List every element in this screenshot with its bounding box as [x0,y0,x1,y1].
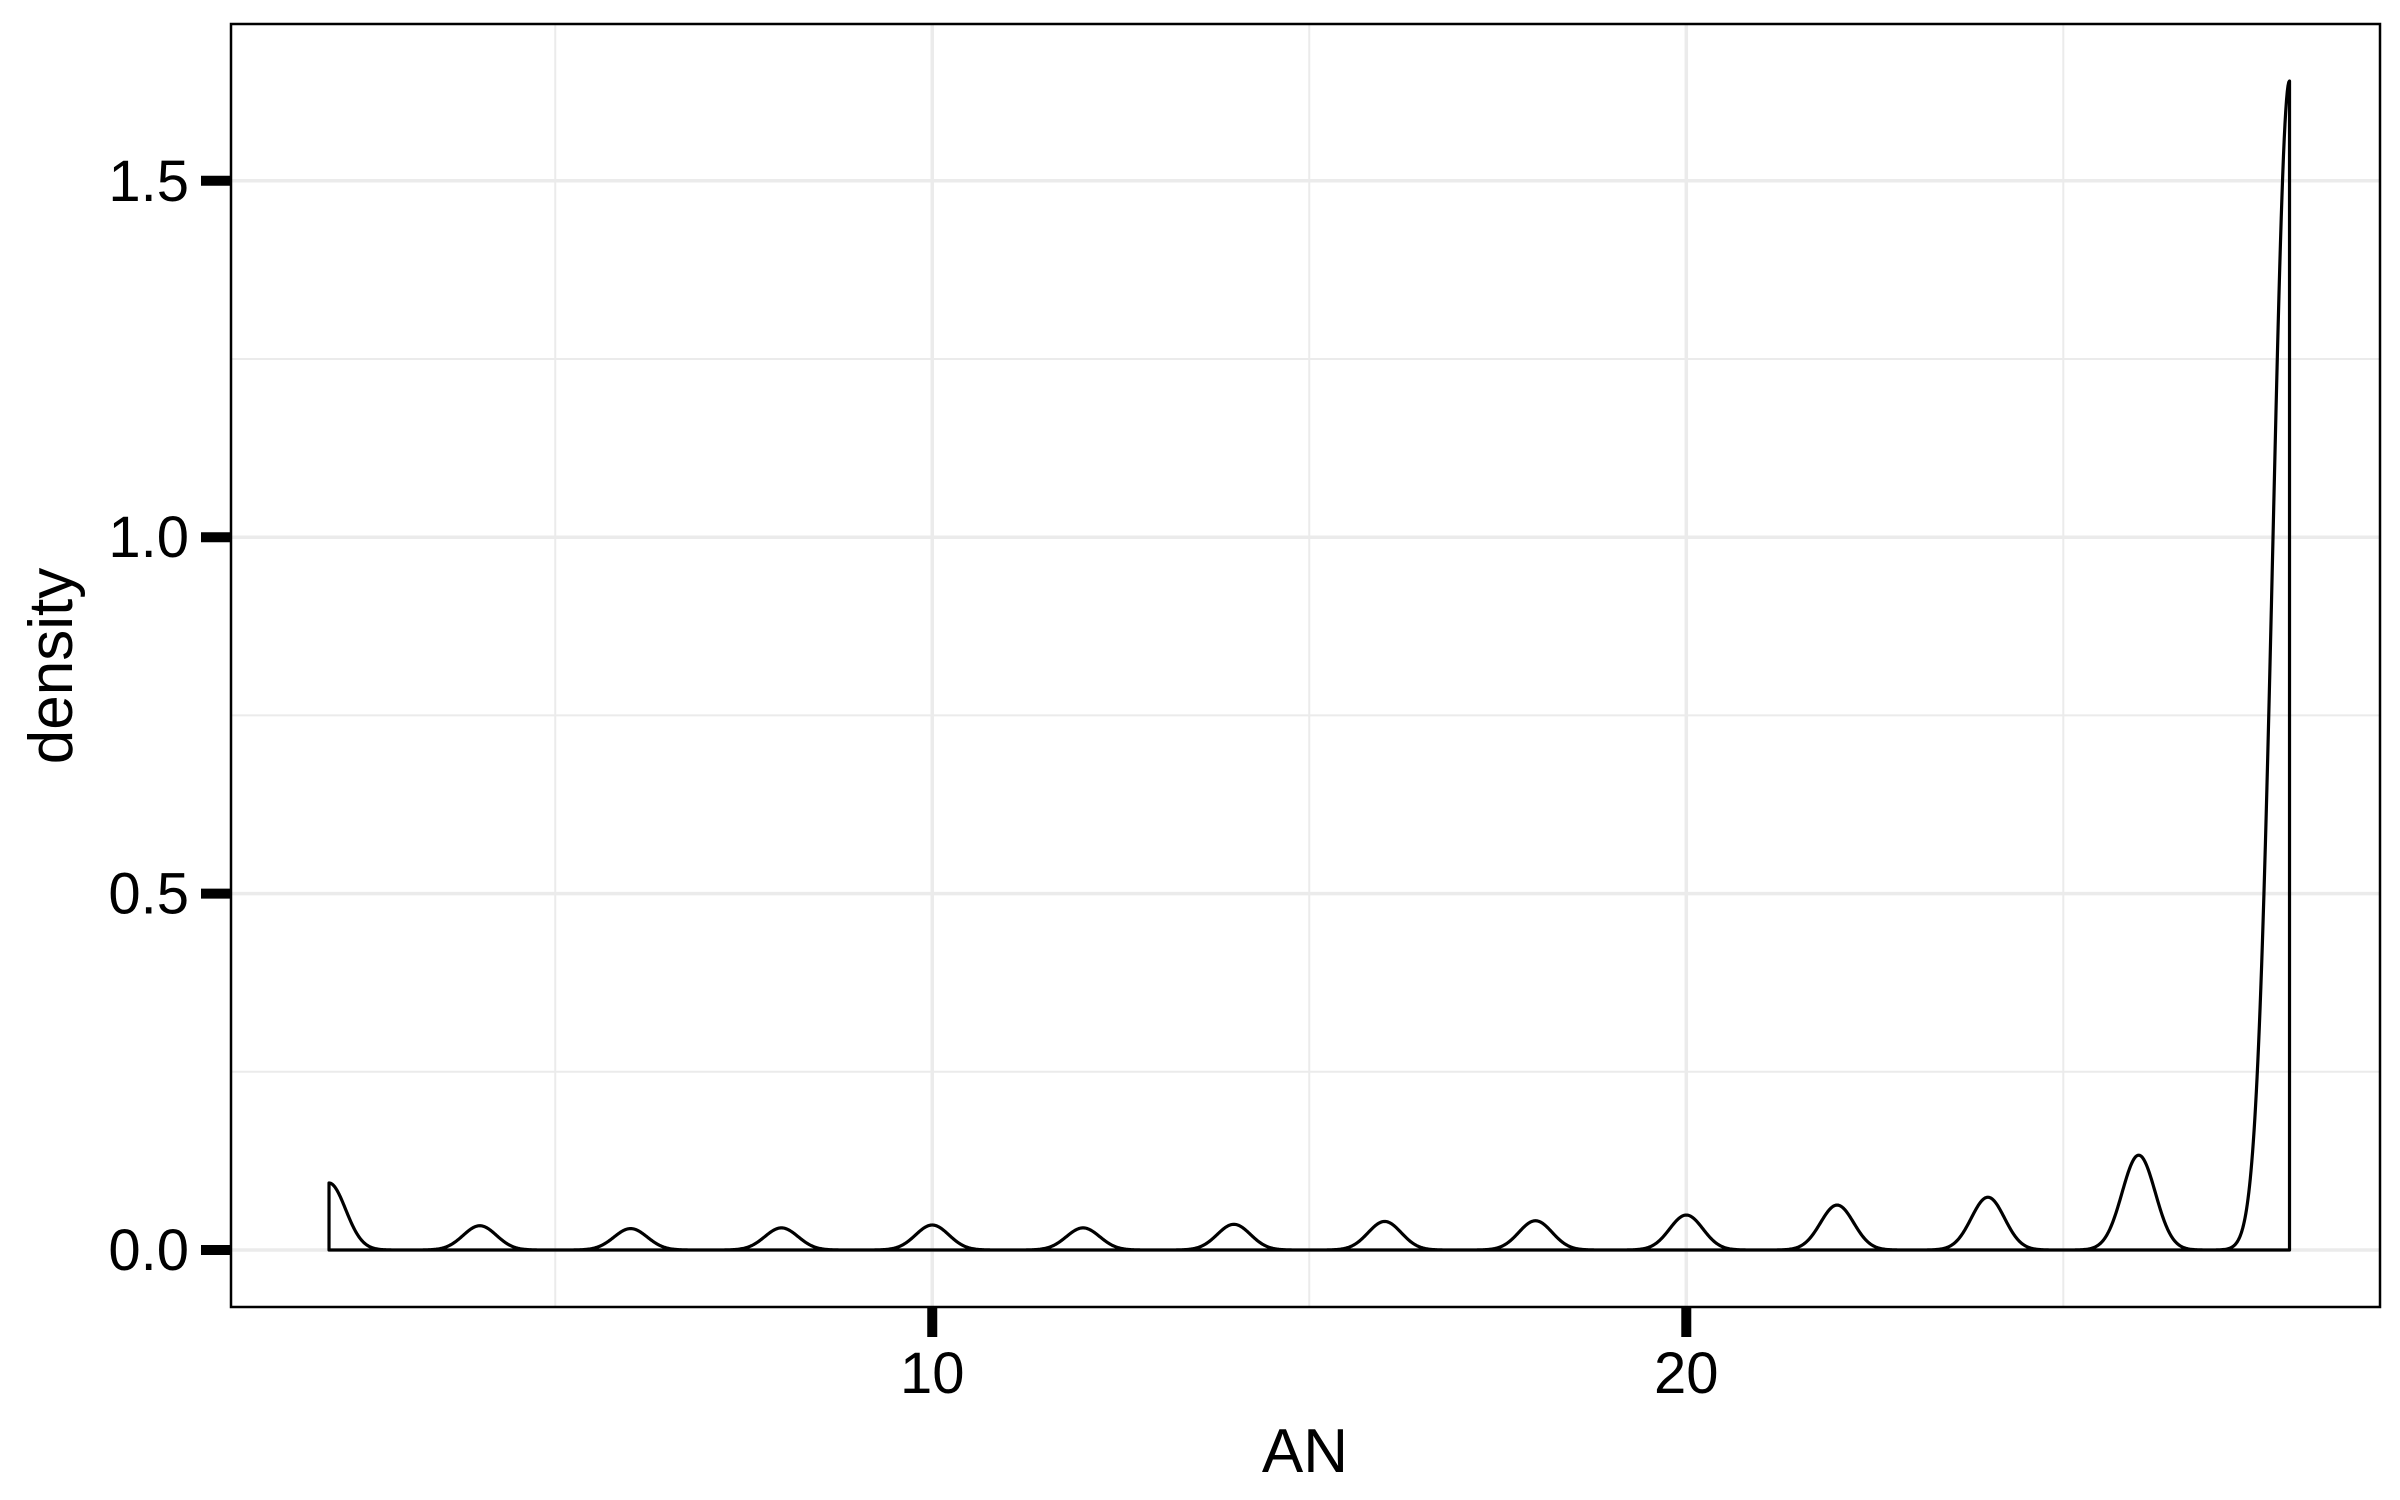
plot-panel-border [229,22,2382,1309]
grid-lines [231,24,2380,1307]
y-tick-label: 0.0 [108,1218,189,1283]
x-tick-label: 10 [900,1341,965,1406]
y-tick-label: 0.5 [108,862,189,927]
y-tick-label: 1.0 [108,505,189,570]
y-axis-title: density [17,568,86,764]
x-axis: 10 20 [900,1307,1719,1406]
x-axis-title: AN [1262,1417,1348,1486]
y-tick-label: 1.5 [108,149,189,214]
density-curve [327,79,2292,1252]
x-tick-label: 20 [1654,1341,1719,1406]
y-axis: 0.0 0.5 1.0 1.5 [108,149,231,1283]
